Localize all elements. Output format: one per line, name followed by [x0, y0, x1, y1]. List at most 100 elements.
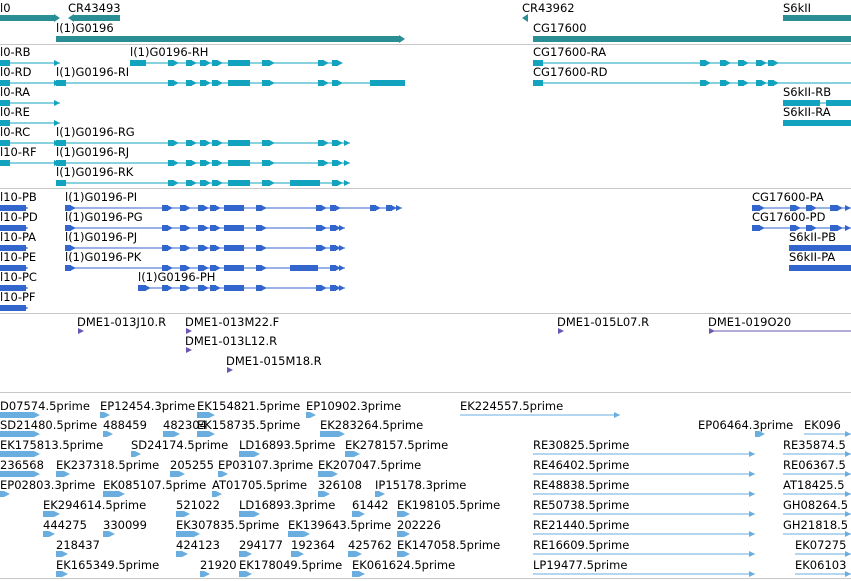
transcripts-exon-arrow[interactable]: [337, 160, 343, 166]
transcript-label[interactable]: S6kII-RB: [783, 85, 832, 99]
transcripts-end-arrow[interactable]: [54, 60, 60, 66]
proteins-exon-block[interactable]: [256, 225, 262, 231]
est-arrow[interactable]: [34, 431, 40, 437]
proteins-exon-block[interactable]: [316, 205, 322, 211]
gene-model-arrow[interactable]: [54, 14, 60, 22]
transcripts-exon-block[interactable]: [700, 60, 706, 66]
est-label[interactable]: EK147058.5prime: [397, 538, 501, 552]
est-block[interactable]: [163, 431, 174, 437]
est-block[interactable]: [43, 511, 54, 517]
proteins-exon-block[interactable]: [290, 265, 318, 271]
proteins-exon-arrow[interactable]: [185, 265, 191, 271]
transcripts-exon-arrow[interactable]: [191, 140, 197, 146]
proteins-end-arrow[interactable]: [845, 265, 851, 271]
transcripts-exon-block[interactable]: [168, 80, 174, 86]
gene-model-bar[interactable]: [0, 15, 54, 21]
est-label[interactable]: AT01705.5prime: [212, 478, 308, 492]
est-arrow[interactable]: [356, 551, 362, 557]
est-label[interactable]: 202226: [397, 518, 441, 532]
proteins-exon-block[interactable]: [330, 265, 336, 271]
proteins-exon-block[interactable]: [162, 285, 168, 291]
proteins-exon-arrow[interactable]: [70, 245, 76, 251]
proteins-exon-block[interactable]: [210, 205, 216, 211]
est-label[interactable]: EK283264.5prime: [320, 418, 424, 432]
proteins-exon-block[interactable]: [180, 265, 186, 271]
proteins-exon-block[interactable]: [180, 205, 186, 211]
protein-label[interactable]: l10-PC: [0, 270, 37, 284]
est-label[interactable]: 482304: [163, 418, 207, 432]
est-block[interactable]: [170, 471, 179, 477]
proteins-exon-arrow[interactable]: [167, 265, 173, 271]
proteins-exon-arrow[interactable]: [321, 225, 327, 231]
est-block[interactable]: [176, 511, 184, 517]
gene-model-bar[interactable]: [56, 36, 399, 42]
transcripts-end-arrow[interactable]: [334, 60, 340, 66]
est-block[interactable]: [755, 431, 759, 437]
est-block[interactable]: [239, 511, 254, 517]
est-label[interactable]: GH21818.5: [783, 518, 849, 532]
est-arrow[interactable]: [62, 551, 68, 557]
transcripts-exon-arrow[interactable]: [205, 80, 211, 86]
est-label[interactable]: EP10902.3prime: [306, 399, 402, 413]
transcripts-exon-block[interactable]: [212, 180, 218, 186]
transcript-label[interactable]: l(1)G0196-RI: [56, 65, 130, 79]
transcripts-exon-block[interactable]: [783, 120, 851, 126]
est-block[interactable]: [100, 412, 104, 418]
est-label[interactable]: EP02803.3prime: [0, 478, 96, 492]
proteins-exon-block[interactable]: [198, 285, 204, 291]
proteins-exon-arrow[interactable]: [167, 285, 173, 291]
est-label[interactable]: 488459: [103, 418, 147, 432]
transcripts-exon-arrow[interactable]: [217, 160, 223, 166]
proteins-exon-block[interactable]: [65, 225, 71, 231]
proteins-exon-block[interactable]: [0, 245, 26, 251]
proteins-exon-block[interactable]: [162, 225, 168, 231]
est-arrow[interactable]: [310, 412, 316, 418]
transcripts-exon-block[interactable]: [200, 140, 206, 146]
proteins-exon-arrow[interactable]: [321, 285, 327, 291]
est-label[interactable]: 218437: [56, 538, 100, 552]
est-label[interactable]: RE21440.5prime: [533, 518, 630, 532]
est-label[interactable]: EK158735.5prime: [197, 418, 301, 432]
transcripts-exon-block[interactable]: [318, 140, 324, 146]
transcripts-exon-block[interactable]: [0, 160, 10, 166]
est-arrow[interactable]: [109, 531, 115, 537]
proteins-exon-block[interactable]: [65, 265, 71, 271]
transcripts-exon-arrow[interactable]: [191, 60, 197, 66]
transcripts-exon-arrow[interactable]: [191, 180, 197, 186]
est-arrow[interactable]: [749, 491, 755, 497]
est-label[interactable]: EK178049.5prime: [239, 558, 343, 572]
transcripts-exon-block[interactable]: [756, 80, 762, 86]
transcripts-end-arrow[interactable]: [399, 80, 405, 86]
proteins-exon-block[interactable]: [330, 285, 336, 291]
transcripts-exon-block[interactable]: [262, 160, 270, 166]
proteins-exon-block[interactable]: [224, 285, 244, 291]
transcripts-exon-block[interactable]: [262, 80, 270, 86]
transcripts-exon-arrow[interactable]: [725, 60, 731, 66]
est-label[interactable]: GH08264.5: [783, 498, 849, 512]
transcripts-exon-block[interactable]: [332, 80, 338, 86]
proteins-exon-arrow[interactable]: [70, 225, 76, 231]
est-arrow[interactable]: [759, 431, 765, 437]
proteins-exon-arrow[interactable]: [391, 205, 397, 211]
est-arrow[interactable]: [204, 571, 210, 577]
transcripts-exon-arrow[interactable]: [761, 60, 767, 66]
bac-end-arrow[interactable]: [78, 328, 84, 334]
est-label[interactable]: SD24174.5prime: [131, 438, 229, 452]
est-arrow[interactable]: [4, 491, 10, 497]
est-block[interactable]: [348, 551, 356, 557]
est-arrow[interactable]: [749, 571, 755, 577]
est-block[interactable]: [212, 491, 216, 497]
proteins-end-arrow[interactable]: [845, 205, 851, 211]
bac-end-arrow[interactable]: [227, 367, 233, 373]
transcripts-exon-arrow[interactable]: [743, 60, 749, 66]
proteins-exon-block[interactable]: [198, 245, 204, 251]
est-arrow[interactable]: [749, 471, 755, 477]
proteins-exon-block[interactable]: [65, 205, 71, 211]
proteins-end-arrow[interactable]: [339, 225, 345, 231]
est-arrow[interactable]: [179, 471, 185, 477]
est-block[interactable]: [0, 471, 34, 477]
proteins-exon-block[interactable]: [162, 265, 168, 271]
est-block[interactable]: [103, 491, 119, 497]
est-block[interactable]: [352, 511, 359, 517]
transcript-label[interactable]: S6kII-RA: [783, 105, 831, 119]
